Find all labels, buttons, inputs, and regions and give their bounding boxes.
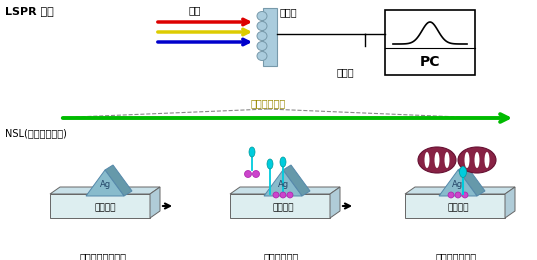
Ellipse shape	[273, 192, 279, 198]
Ellipse shape	[267, 159, 273, 169]
Ellipse shape	[475, 152, 480, 168]
Ellipse shape	[462, 192, 468, 198]
Ellipse shape	[465, 152, 469, 168]
Ellipse shape	[280, 157, 286, 167]
Ellipse shape	[287, 192, 293, 198]
Ellipse shape	[252, 171, 259, 178]
Ellipse shape	[455, 192, 461, 198]
Ellipse shape	[434, 152, 439, 168]
Ellipse shape	[257, 51, 267, 61]
Polygon shape	[105, 165, 132, 196]
Text: 传感层: 传感层	[280, 7, 297, 17]
Text: 光源: 光源	[188, 5, 201, 15]
Text: LSPR 原理: LSPR 原理	[5, 6, 54, 16]
Polygon shape	[86, 170, 124, 196]
Ellipse shape	[484, 152, 490, 168]
Text: Ag: Ag	[278, 180, 288, 189]
Text: Ag: Ag	[99, 180, 111, 189]
Polygon shape	[283, 165, 310, 196]
Ellipse shape	[418, 147, 456, 173]
Ellipse shape	[280, 192, 286, 198]
Bar	[263, 8, 277, 66]
Text: 待测分子的结合: 待测分子的结合	[436, 252, 476, 260]
Text: 玻璃基底: 玻璃基底	[272, 204, 294, 212]
Polygon shape	[50, 194, 150, 218]
Ellipse shape	[445, 152, 449, 168]
Polygon shape	[264, 170, 302, 196]
Text: 探测器: 探测器	[336, 67, 354, 77]
Text: PC: PC	[420, 55, 440, 69]
Polygon shape	[150, 187, 160, 218]
Polygon shape	[505, 187, 515, 218]
Ellipse shape	[257, 22, 267, 30]
Text: 玻璃基底: 玻璃基底	[95, 204, 116, 212]
Polygon shape	[230, 187, 340, 194]
Text: 传感层的制作: 传感层的制作	[250, 98, 286, 108]
Ellipse shape	[257, 42, 267, 50]
Text: NSL(纳米球面光刻): NSL(纳米球面光刻)	[5, 128, 67, 138]
Polygon shape	[458, 165, 485, 196]
Polygon shape	[439, 170, 477, 196]
Text: 纳米粒子阵列组装: 纳米粒子阵列组装	[79, 252, 127, 260]
Text: 生物分子活化: 生物分子活化	[263, 252, 299, 260]
Ellipse shape	[425, 152, 430, 168]
Ellipse shape	[448, 192, 454, 198]
Polygon shape	[405, 187, 515, 194]
Polygon shape	[330, 187, 340, 218]
Ellipse shape	[244, 171, 251, 178]
Polygon shape	[230, 194, 330, 218]
Polygon shape	[405, 194, 505, 218]
Polygon shape	[50, 187, 160, 194]
Ellipse shape	[257, 11, 267, 21]
Bar	[385, 10, 475, 75]
Text: 玻璃基底: 玻璃基底	[447, 204, 469, 212]
Text: Ag: Ag	[453, 180, 463, 189]
Ellipse shape	[460, 166, 467, 178]
Ellipse shape	[458, 147, 496, 173]
Ellipse shape	[249, 147, 255, 157]
Ellipse shape	[257, 31, 267, 41]
